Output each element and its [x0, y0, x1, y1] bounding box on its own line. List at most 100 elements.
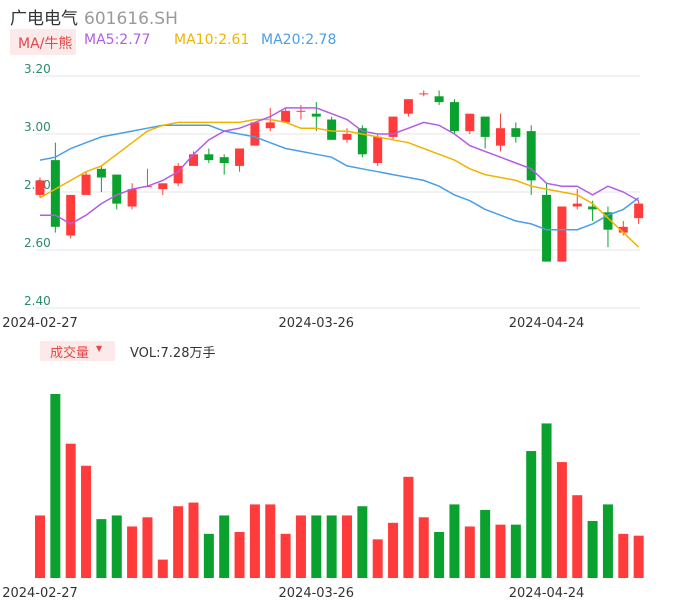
- volume-bar: [173, 506, 184, 578]
- volume-bar: [81, 465, 92, 578]
- volume-bar: [572, 495, 583, 578]
- candle-body: [50, 160, 60, 227]
- ma10-line: [39, 118, 640, 248]
- volume-bar: [480, 509, 491, 578]
- volume-bar: [111, 515, 122, 578]
- candle-body: [434, 96, 444, 103]
- volume-bar: [403, 476, 414, 578]
- volume-bar: [510, 524, 521, 578]
- volume-bar: [157, 559, 168, 578]
- y-tick-label: 3.20: [24, 62, 51, 76]
- ma5-value: MA5:2.77: [84, 32, 151, 48]
- volume-bar: [495, 524, 506, 578]
- volume-bar: [234, 532, 245, 578]
- volume-bar: [219, 515, 230, 578]
- candle-body: [618, 226, 628, 233]
- candle-body: [281, 110, 291, 123]
- volume-bar: [311, 515, 322, 578]
- volume-bar: [96, 519, 107, 578]
- volume-bar: [434, 532, 445, 578]
- candle-body: [542, 194, 552, 262]
- candle-body: [96, 168, 106, 178]
- candle-body: [342, 134, 352, 140]
- candle-body: [127, 189, 137, 207]
- candle-body: [189, 154, 198, 166]
- volume-bar: [587, 520, 598, 578]
- volume-bar: [249, 504, 260, 578]
- candle-body: [496, 128, 505, 146]
- y-tick-label: 2.60: [24, 236, 51, 250]
- candle-body: [66, 194, 76, 236]
- y-tick-label: 3.00: [24, 120, 51, 134]
- candle-body: [219, 157, 229, 163]
- volume-bar: [188, 502, 199, 578]
- stock-title: 广电电气 601616.SH: [10, 4, 178, 29]
- candle-body: [158, 183, 168, 190]
- candle-body: [373, 136, 383, 163]
- ma5-line: [40, 107, 640, 225]
- volume-value: VOL:7.28万手: [130, 346, 216, 361]
- candle-body: [465, 113, 475, 132]
- volume-bar: [50, 394, 61, 578]
- caret-down-icon: ▼: [96, 344, 103, 353]
- candle-body: [265, 122, 275, 129]
- x-tick-label: 2024-03-26: [279, 586, 355, 601]
- x-tick-label: 2024-03-26: [279, 316, 355, 331]
- candle-body: [572, 203, 582, 207]
- volume-bar: [65, 443, 76, 578]
- x-tick-label: 2024-04-24: [509, 316, 585, 331]
- candlestick-chart: 3.203.002.802.602.402024-02-272024-03-26…: [2, 62, 644, 331]
- volume-bar: [203, 533, 214, 578]
- volume-bar: [295, 515, 306, 578]
- volume-bar: [464, 526, 475, 578]
- volume-bar: [449, 504, 460, 578]
- candle-body: [480, 116, 490, 137]
- candle-body: [327, 119, 337, 140]
- x-tick-label: 2024-02-27: [2, 586, 78, 601]
- ma20-value: MA20:2.78: [261, 32, 337, 48]
- candle-body: [35, 180, 45, 195]
- ma20-line: [39, 124, 640, 231]
- volume-chart: 2024-02-27 2024-03-26 2024-04-24: [2, 394, 644, 601]
- volume-bar: [342, 515, 352, 578]
- candle-body: [388, 116, 398, 137]
- candle-body: [511, 128, 521, 137]
- volume-bar: [526, 451, 537, 578]
- volume-indicator-button[interactable]: 成交量 ▼: [40, 341, 115, 361]
- volume-bar: [357, 506, 368, 578]
- candle-body: [449, 102, 459, 132]
- volume-bar: [127, 526, 138, 578]
- stock-name: 广电电气: [10, 9, 78, 29]
- stock-code: 601616.SH: [84, 9, 178, 29]
- candle-body: [235, 148, 245, 166]
- volume-bar: [142, 517, 153, 578]
- volume-bar: [541, 423, 552, 578]
- volume-bar: [388, 522, 399, 578]
- candle-body: [419, 93, 429, 95]
- candle-body: [204, 154, 214, 161]
- candle-body: [357, 128, 367, 155]
- volume-bar: [280, 533, 291, 578]
- candle-body: [173, 165, 183, 184]
- candle-body: [112, 174, 122, 204]
- volume-bar: [326, 515, 337, 578]
- volume-bar: [265, 504, 276, 578]
- volume-bar: [602, 504, 613, 578]
- volume-bar: [633, 535, 644, 578]
- volume-bar: [35, 515, 45, 578]
- volume-bar: [618, 533, 629, 578]
- candle-body: [403, 99, 413, 114]
- candle-body: [588, 206, 598, 210]
- ma-indicator-label: MA/牛熊: [18, 36, 73, 52]
- candle-body: [296, 110, 306, 112]
- candle-body: [634, 203, 644, 219]
- candle-body: [557, 206, 567, 262]
- x-tick-label: 2024-02-27: [2, 316, 78, 331]
- candle-body: [250, 122, 260, 146]
- candle-body: [526, 131, 536, 181]
- ma-indicator-button[interactable]: MA/牛熊: [10, 29, 76, 55]
- x-tick-label: 2024-04-24: [509, 586, 585, 601]
- y-tick-label: 2.40: [24, 294, 51, 308]
- volume-bar: [418, 517, 429, 578]
- volume-bar: [556, 462, 567, 578]
